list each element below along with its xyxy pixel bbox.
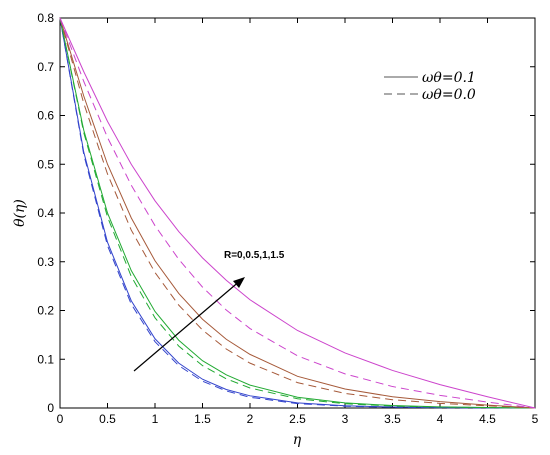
series-group bbox=[59, 17, 536, 409]
series-line-R1-solid bbox=[59, 17, 536, 409]
legend-label-solid: ωθ=0.1 bbox=[422, 70, 476, 86]
annotation-text: R=0,0.5,1,1.5 bbox=[224, 250, 285, 261]
series-line-R1-dashed bbox=[59, 17, 536, 409]
x-tick-label: 0 bbox=[57, 412, 64, 426]
x-tick-label: 4 bbox=[437, 412, 444, 426]
x-tick-label: 1.5 bbox=[194, 412, 211, 426]
y-tick-label: 0.5 bbox=[37, 157, 54, 171]
y-tick-label: 0.8 bbox=[37, 11, 54, 25]
y-tick-label: 0.3 bbox=[37, 255, 54, 269]
y-tick-label: 0 bbox=[47, 401, 54, 415]
y-tick-label: 0.1 bbox=[37, 352, 54, 366]
series-line-R1_5-dashed bbox=[59, 17, 536, 409]
series-line-R1_5-solid bbox=[59, 17, 536, 409]
x-tick-label: 3 bbox=[342, 412, 349, 426]
ticks: 0 0.5 1 1.5 2 2.5 3 3.5 4 4.5 5 0 0.1 0.2 0.3 0.4 0.5 0.6… bbox=[37, 11, 538, 426]
annotation: R=0,0.5,1,1.5 bbox=[133, 250, 285, 372]
x-tick-label: 1 bbox=[152, 412, 159, 426]
annotation-arrow bbox=[133, 279, 242, 372]
legend: ωθ=0.1 ωθ=0.0 bbox=[384, 70, 476, 103]
legend-label-dashed: ωθ=0.0 bbox=[422, 87, 476, 103]
x-tick-label: 2.5 bbox=[289, 412, 306, 426]
y-tick-label: 0.4 bbox=[37, 206, 54, 220]
y-tick-label: 0.6 bbox=[37, 109, 54, 123]
y-tick-label: 0.2 bbox=[37, 304, 54, 318]
x-tick-label: 3.5 bbox=[384, 412, 401, 426]
y-tick-label: 0.7 bbox=[37, 60, 54, 74]
x-tick-label: 0.5 bbox=[99, 412, 116, 426]
x-tick-label: 4.5 bbox=[479, 412, 496, 426]
annotation-arrowhead bbox=[233, 277, 245, 288]
x-tick-label: 5 bbox=[532, 412, 539, 426]
x-tick-label: 2 bbox=[247, 412, 254, 426]
y-axis-label: θ(η) bbox=[12, 199, 28, 227]
series-line-R0_5-dashed bbox=[59, 17, 536, 409]
series-line-R0-dashed bbox=[59, 17, 536, 409]
x-axis-label: η bbox=[293, 432, 302, 448]
